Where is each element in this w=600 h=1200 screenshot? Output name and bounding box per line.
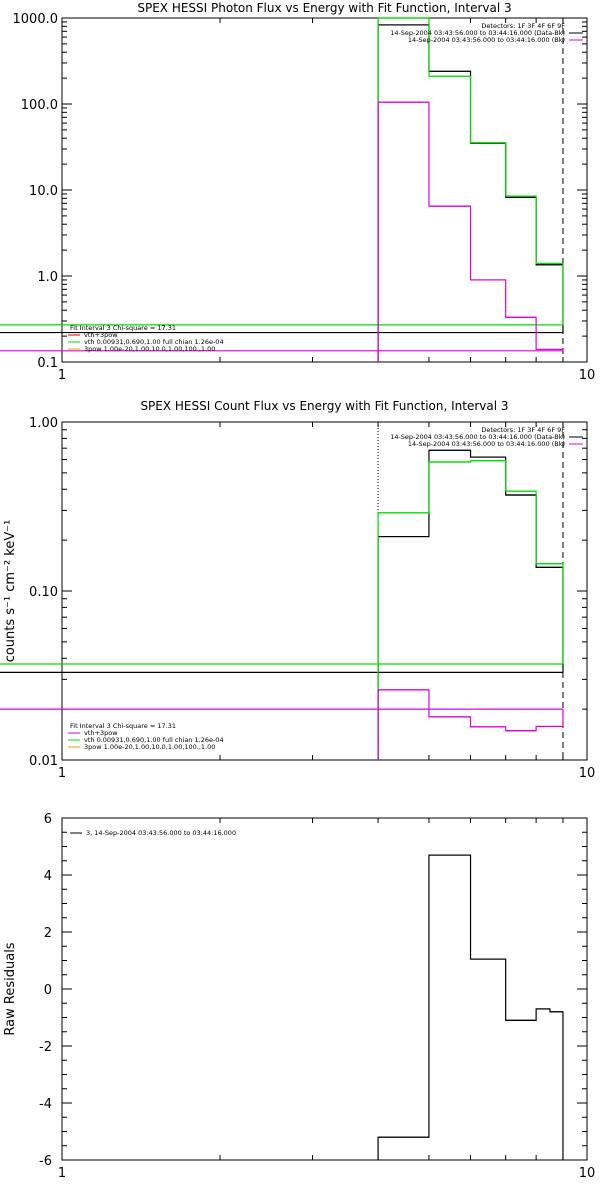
y-tick-label: -4	[39, 1097, 52, 1112]
series-2	[0, 460, 564, 760]
series-line	[377, 449, 564, 760]
series-3	[0, 689, 564, 760]
y-tick-label: 1000.0	[13, 12, 59, 27]
legend-entry: vth 0.00931,0.690,1.00 full chian 1.26e-…	[84, 338, 224, 346]
series-line	[377, 17, 564, 362]
legend-entry: vth+3pow	[84, 331, 118, 339]
series-line	[377, 460, 564, 760]
y-tick-label: 100.0	[21, 98, 58, 113]
legend-entry: 14-Sep-2004 03:43:56.000 to 03:44:16.000…	[390, 433, 565, 441]
x-tick-label: 10	[579, 368, 596, 383]
x-tick-label: 10	[579, 766, 596, 781]
plot-frame	[61, 17, 588, 363]
y-tick-label: -2	[39, 1040, 52, 1055]
legend-entry: 3, 14-Sep-2004 03:43:56.000 to 03:44:16.…	[86, 829, 236, 837]
series-2	[0, 17, 564, 362]
chart-title: SPEX HESSI Photon Flux vs Energy with Fi…	[137, 1, 511, 15]
x-tick-label: 1	[58, 368, 66, 383]
y-tick-label: 0.01	[29, 754, 58, 769]
legend-entry: Detectors: 1F 3F 4F 6F 9F	[481, 22, 565, 30]
y-tick-label: -6	[39, 1154, 52, 1169]
y-tick-label: 1.00	[29, 416, 58, 431]
y-tick-label: 6	[44, 812, 52, 827]
legend-entry: vth+3pow	[84, 729, 118, 737]
chart-panel-2: SPEX HESSI Count Flux vs Energy with Fit…	[0, 399, 595, 781]
chart-panel-1: SPEX HESSI Photon Flux vs Energy with Fi…	[0, 1, 595, 383]
x-tick-label: 1	[58, 766, 66, 781]
y-tick-label: 1.0	[37, 270, 58, 285]
legend-entry: 14-Sep-2004 03:43:56.000 to 03:44:16.000…	[408, 440, 565, 448]
series-line	[377, 24, 564, 362]
y-tick-label: 0.10	[29, 585, 58, 600]
series-line	[377, 689, 564, 760]
series-line	[377, 854, 564, 1160]
x-tick-label: 1	[58, 1166, 66, 1181]
legend-entry: 14-Sep-2004 03:43:56.000 to 03:44:16.000…	[408, 36, 565, 44]
y-tick-label: 0	[44, 983, 52, 998]
legend-entry: 3pow 1.00e-20,1.00,10.0,1.00,100.,1.00	[84, 345, 215, 353]
legend-entry: vth 0.00931,0.690,1.00 full chian 1.26e-…	[84, 736, 224, 744]
y-axis-label: counts s⁻¹ cm⁻² keV⁻¹	[3, 520, 18, 663]
y-tick-label: 4	[44, 869, 52, 884]
y-tick-label: 10.0	[29, 184, 58, 199]
legend-entry: Fit Interval 3 Chi-square = 17.31	[70, 324, 176, 332]
y-tick-label: 0.1	[37, 356, 58, 371]
plot-frame	[61, 817, 588, 1161]
legend-entry: Detectors: 1F 3F 4F 6F 9F	[481, 426, 565, 434]
series-3	[0, 101, 564, 362]
legend-entry: 14-Sep-2004 03:43:56.000 to 03:44:16.000…	[390, 29, 565, 37]
chart-title: SPEX HESSI Count Flux vs Energy with Fit…	[140, 399, 508, 413]
legend-entry: 3pow 1.00e-20,1.00,10.0,1.00,100.,1.00	[84, 743, 215, 751]
series-1	[0, 449, 564, 760]
chart-panel-3: Raw Residuals 1 10 -6 -4 -2 0 2 4 6 3, 14-Sep-2004…	[3, 812, 595, 1181]
y-axis-label: Raw Residuals	[3, 942, 18, 1035]
y-tick-label: 2	[44, 926, 52, 941]
x-tick-label: 10	[579, 1166, 596, 1181]
series-1	[0, 24, 564, 362]
series-1	[377, 854, 564, 1160]
legend-entry: Fit Interval 3 Chi-square = 17.31	[70, 722, 176, 730]
